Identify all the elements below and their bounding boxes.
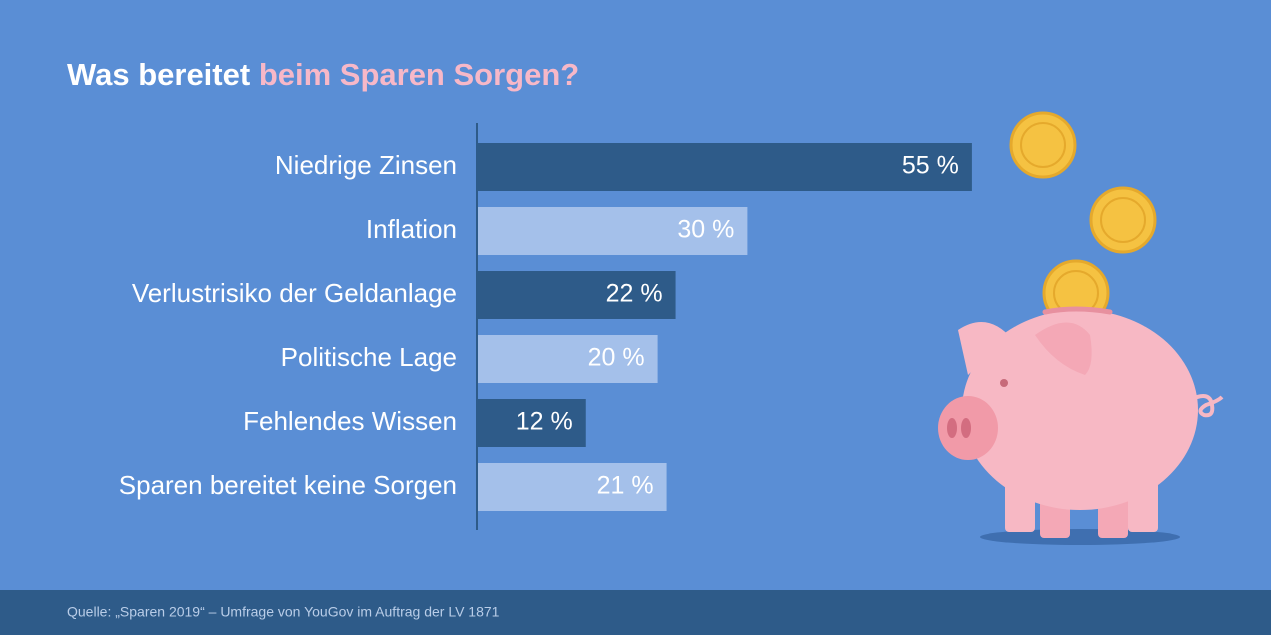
- category-label: Fehlendes Wissen: [243, 406, 457, 436]
- bar: [478, 463, 667, 511]
- category-label: Politische Lage: [281, 342, 457, 372]
- value-label: 55 %: [902, 152, 959, 180]
- value-label: 12 %: [516, 408, 573, 436]
- value-label: 30 %: [677, 216, 734, 244]
- category-label: Inflation: [366, 214, 457, 244]
- value-label: 20 %: [588, 344, 645, 372]
- bar: [478, 399, 586, 447]
- bar: [478, 335, 658, 383]
- title-highlight: beim Sparen Sorgen?: [259, 57, 579, 92]
- category-label: Niedrige Zinsen: [275, 150, 457, 180]
- title-part: Was bereitet: [67, 57, 250, 92]
- bar: [478, 143, 972, 191]
- value-label: 21 %: [597, 472, 654, 500]
- category-label: Sparen bereitet keine Sorgen: [119, 470, 457, 500]
- value-label: 22 %: [606, 280, 663, 308]
- piggy-bank-illustration: [938, 111, 1224, 545]
- bar: [478, 271, 676, 319]
- chart-title: Was bereitet beim Sparen Sorgen?: [67, 57, 579, 92]
- source-note: Quelle: „Sparen 2019“ – Umfrage von YouG…: [67, 604, 500, 620]
- category-label: Verlustrisiko der Geldanlage: [132, 278, 457, 308]
- bar: [478, 207, 748, 255]
- footer-band: [0, 590, 1271, 635]
